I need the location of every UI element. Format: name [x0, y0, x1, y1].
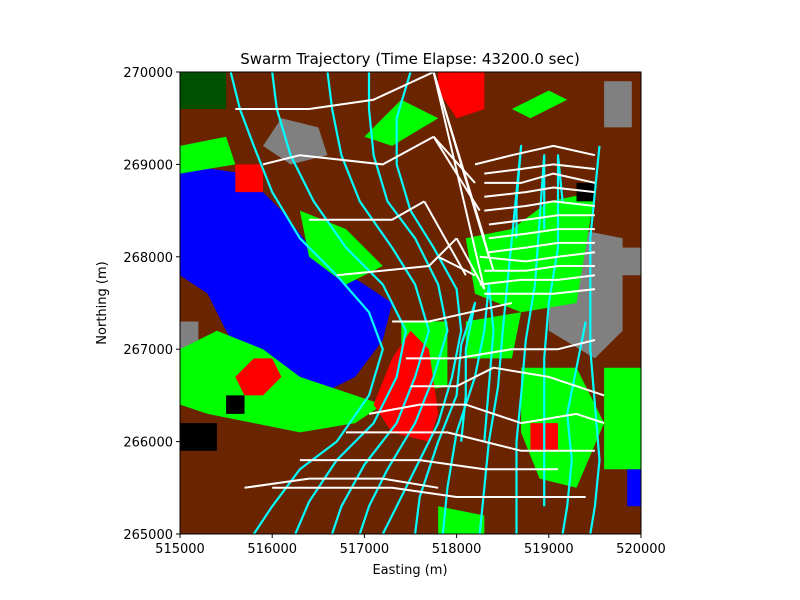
- trajectory-line-18: [488, 214, 595, 226]
- rock-region-1: [226, 395, 245, 414]
- x-tick-label: 519000: [524, 542, 574, 557]
- trajectory-line-31: [423, 200, 467, 276]
- hazard-region-4: [235, 164, 263, 193]
- x-tick-label: 516000: [247, 542, 297, 557]
- front-line-8: [515, 154, 546, 534]
- front-line-1: [271, 72, 407, 534]
- trajectory-line-6: [405, 339, 596, 360]
- front-line-9: [543, 154, 564, 507]
- x-tick-label: 518000: [432, 542, 482, 557]
- y-axis: 265000 266000 267000 268000 269000 270000: [123, 66, 180, 543]
- y-tick-label: 269000: [123, 158, 173, 173]
- trajectory-line-24: [484, 288, 596, 295]
- trajectory-line-9: [346, 431, 595, 452]
- water-region-1: [627, 469, 641, 507]
- trajectory-line-1: [262, 135, 435, 166]
- x-tick-label: 515000: [155, 542, 205, 557]
- front-line-6: [441, 283, 495, 534]
- vegetation-region-6: [299, 210, 383, 285]
- vegetation-region-7: [364, 99, 439, 146]
- trajectory-line-5: [392, 302, 513, 323]
- vegetation-region-8: [511, 90, 568, 119]
- rock-region-0: [180, 423, 217, 451]
- trajectory-layer: [235, 72, 605, 498]
- vegetation-region-9: [180, 136, 236, 174]
- front-line-5: [414, 301, 477, 534]
- rock-region-2: [576, 182, 595, 202]
- y-tick-label: 267000: [123, 343, 173, 358]
- y-tick-label: 266000: [123, 436, 173, 451]
- y-tick-label: 270000: [123, 66, 173, 81]
- trajectory-line-17: [484, 200, 596, 212]
- y-tick-label: 265000: [123, 528, 173, 543]
- trajectory-line-28: [432, 72, 486, 290]
- front-layer: [229, 72, 601, 534]
- trajectory-line-30: [432, 136, 476, 184]
- urban-region-4: [613, 247, 641, 276]
- urban-region-3: [604, 81, 632, 128]
- vegetation-region-4: [604, 367, 641, 470]
- trajectory-line-14: [484, 163, 596, 175]
- trajectory-line-4: [437, 255, 476, 277]
- front-line-0: [229, 72, 384, 534]
- trajectory-line-32: [455, 237, 486, 290]
- trajectory-line-22: [484, 265, 595, 272]
- y-tick-label: 268000: [123, 251, 173, 266]
- x-axis-label: Easting (m): [372, 563, 447, 578]
- x-axis: 515000 516000 517000 518000 519000 520000: [155, 534, 666, 557]
- vegetation-region-3: [521, 367, 605, 488]
- trajectory-line-10: [299, 459, 558, 471]
- vegetation-region-10: [438, 506, 485, 534]
- trajectory-line-23: [479, 274, 596, 286]
- trajectory-line-29: [432, 136, 481, 212]
- front-line-2: [326, 72, 430, 534]
- trajectory-line-12: [244, 477, 439, 489]
- trajectory-line-11: [272, 486, 586, 498]
- x-tick-label: 520000: [616, 542, 666, 557]
- chart-title: Swarm Trajectory (Time Elapse: 43200.0 s…: [240, 50, 580, 68]
- front-line-3: [358, 72, 449, 534]
- y-axis-label: Northing (m): [95, 261, 110, 344]
- trajectory-line-2: [309, 200, 425, 221]
- trajectory-line-15: [484, 172, 596, 184]
- trajectory-line-16: [484, 186, 596, 198]
- x-tick-label: 517000: [340, 542, 390, 557]
- trajectory-line-3: [336, 237, 458, 277]
- plot-area: [180, 72, 641, 534]
- trajectory-line-20: [488, 241, 595, 254]
- trajectory-line-0: [235, 72, 435, 110]
- trajectory-line-7: [410, 366, 605, 397]
- forest-region-0: [180, 72, 227, 109]
- hazard-region-1: [438, 72, 485, 119]
- trajectory-line-13: [474, 144, 596, 166]
- front-line-11: [561, 321, 587, 534]
- front-line-10: [589, 145, 601, 534]
- hazard-region-2: [235, 358, 282, 396]
- urban-region-1: [263, 118, 328, 165]
- trajectory-line-21: [479, 251, 596, 263]
- trajectory-line-8: [368, 403, 605, 425]
- plot-frame: [179, 71, 642, 535]
- trajectory-line-19: [488, 228, 595, 240]
